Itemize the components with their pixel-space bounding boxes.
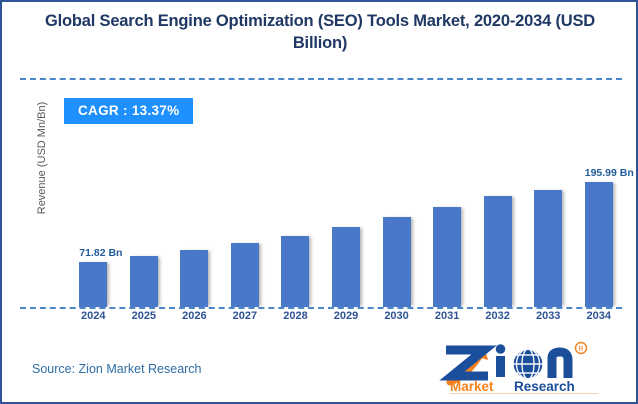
x-axis-tick-2029: 2029 (333, 310, 359, 322)
bar-slot: 71.82 Bn (68, 122, 122, 307)
logo-letter-i (496, 356, 505, 377)
bar[interactable]: 111.91 Bn (281, 236, 310, 307)
bar-value-label: 195.99 Bn (584, 167, 634, 179)
registered-glyph: R (578, 346, 583, 353)
x-axis-tick-2030: 2030 (384, 310, 409, 322)
bar[interactable]: 79.89 Bn (129, 256, 158, 307)
logo-tagline-market: Market (450, 379, 494, 394)
x-axis-tick-2024: 2024 (81, 310, 106, 322)
bar[interactable]: 159.11 Bn (433, 207, 462, 307)
logo-letter-z (439, 345, 497, 381)
bar-value-label: 71.82 Bn (79, 247, 123, 259)
globe-grid-icon (512, 348, 544, 380)
bar-slot: 195.99 Bn (573, 122, 634, 307)
plot-area: 71.82 Bn 79.89 Bn 89.15 Bn 99.74 Bn 111.91 B… (68, 122, 634, 307)
bar[interactable]: 71.82 Bn (79, 247, 122, 307)
x-axis-line (20, 307, 622, 309)
source-text: Source: Zion Market Research (32, 362, 202, 376)
bar-slot: 79.89 Bn (119, 122, 170, 307)
bar-slot: 111.91 Bn (270, 122, 321, 307)
x-axis-tick-2028: 2028 (283, 310, 308, 322)
bar-slot: 99.74 Bn (220, 122, 271, 307)
registered-icon (574, 341, 588, 355)
title-divider (20, 78, 622, 80)
bar-slot: 89.15 Bn (169, 122, 220, 307)
x-axis-tick-2026: 2026 (182, 310, 207, 322)
bar[interactable]: 177.98 Bn (483, 196, 512, 307)
x-axis-tick-2032: 2032 (485, 310, 510, 322)
x-axis-labels: 2024 2025 2026 2027 2028 2029 2030 2031 2032 2033… (68, 310, 624, 322)
bar[interactable]: 125.85 Bn (332, 227, 360, 307)
bar-slot: 125.85 Bn (321, 122, 372, 307)
bar-slot: 141.66 Bn (371, 122, 422, 307)
bar[interactable]: 99.74 Bn (230, 243, 259, 307)
bar[interactable]: 141.66 Bn (382, 217, 411, 307)
x-axis-tick-2033: 2033 (535, 310, 561, 322)
y-axis-title: Revenue (USD Mn/Bn) (36, 101, 48, 215)
bar[interactable]: 89.15 Bn (180, 250, 209, 307)
logo-letter-i-dot (495, 344, 506, 354)
zion-market-research-logo: R Market Research (436, 338, 612, 395)
x-axis-tick-2025: 2025 (131, 310, 157, 322)
chart-title-area: Global Search Engine Optimization (SEO) … (16, 10, 624, 55)
logo-letter-n (547, 347, 573, 378)
page-title: Global Search Engine Optimization (SEO) … (45, 12, 595, 53)
x-axis-tick-2031: 2031 (434, 310, 460, 322)
x-axis-tick-2034: 2034 (586, 310, 611, 322)
cagr-badge: CAGR : 13.37% (64, 98, 194, 124)
logo-tagline-research: Research (514, 379, 575, 394)
x-axis-tick-2027: 2027 (232, 310, 258, 322)
bar-slot: 159.11 Bn (422, 122, 473, 307)
bar-slot: 177.98 Bn (472, 122, 523, 307)
bar-slot: 186.00 Bn (523, 122, 574, 307)
bar[interactable]: 195.99 Bn (584, 167, 634, 307)
bar-series: 71.82 Bn 79.89 Bn 89.15 Bn 99.74 Bn 111.91 B… (68, 122, 634, 307)
logo-svg: R Market Research (439, 341, 598, 395)
bar[interactable]: 186.00 Bn (534, 190, 563, 307)
